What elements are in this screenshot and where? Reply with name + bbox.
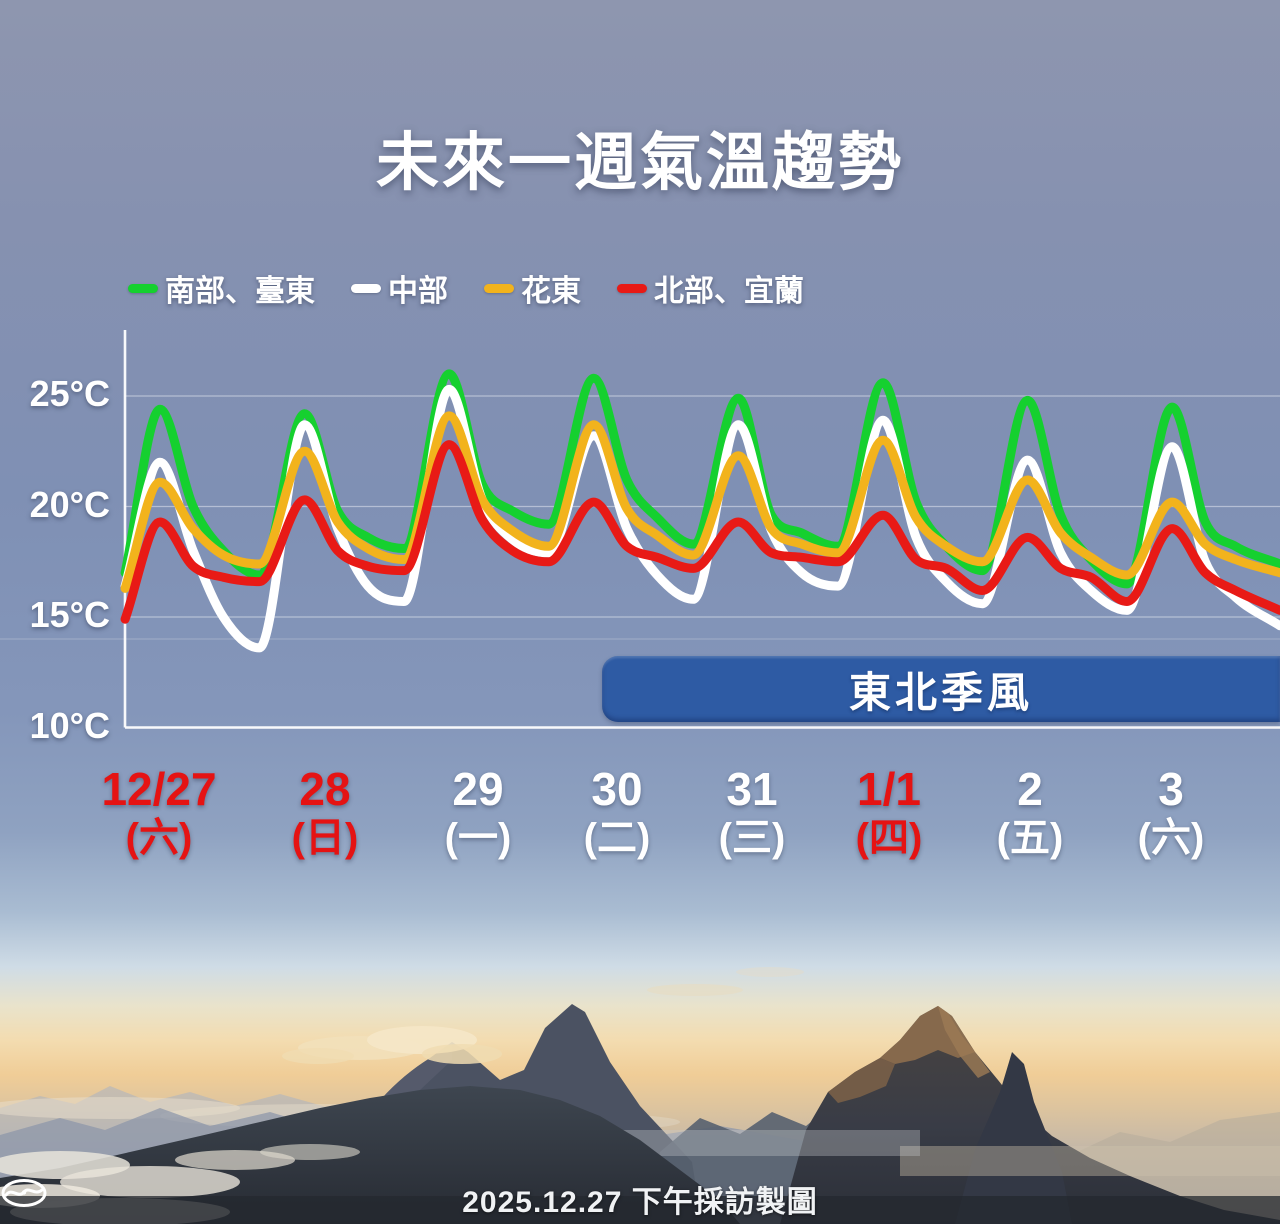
day-weekday-text: (三) — [718, 816, 786, 860]
day-weekday-text: (一) — [444, 816, 512, 860]
y-axis-tick-label: 25°C — [29, 373, 110, 414]
legend-item-label: 南部、臺東 — [165, 275, 315, 308]
monsoon-annotation-banner: 東北季風 — [602, 656, 1280, 722]
day-weekday-text: (二) — [583, 816, 651, 860]
y-axis-tick-label: 20°C — [29, 483, 110, 525]
day-date-text: 30 — [591, 763, 643, 815]
legend-item-label: 中部 — [388, 275, 448, 308]
legend-color-dash-icon — [351, 283, 381, 293]
day-weekday-text: (四) — [855, 816, 923, 860]
x-axis-day-label: 31 (三) — [662, 764, 842, 862]
footer-credit-text: 2025.12.27 下午採訪製圖 — [462, 1186, 818, 1219]
legend-item: 花東 — [484, 266, 581, 310]
legend-color-dash-icon — [128, 283, 158, 293]
day-date-text: 29 — [452, 763, 504, 815]
day-date-text: 28 — [299, 763, 351, 815]
y-axis-tick-label: 15°C — [29, 594, 110, 635]
legend-color-dash-icon — [484, 283, 514, 293]
legend-item: 中部 — [351, 266, 448, 310]
x-axis-day-label: 29 (一) — [388, 764, 568, 862]
day-weekday-text: (五) — [996, 816, 1064, 860]
x-axis-day-label: 12/27 (六) — [69, 764, 249, 862]
x-axis-day-label: 3 (六) — [1081, 764, 1261, 862]
day-date-text: 12/27 — [101, 763, 217, 815]
footer-credit-bar: 2025.12.27 下午採訪製圖 — [0, 1176, 1280, 1222]
x-axis-day-label: 30 (二) — [527, 764, 707, 862]
day-date-text: 31 — [726, 763, 778, 815]
day-weekday-text: (六) — [125, 816, 193, 860]
page-title: 未來一週氣溫趨勢 — [376, 128, 904, 198]
cwa-logo-icon — [1, 1179, 47, 1207]
day-weekday-text: (六) — [1137, 816, 1205, 860]
day-date-text: 3 — [1158, 763, 1184, 815]
legend-item-label: 北部、宜蘭 — [654, 275, 804, 308]
y-axis-tick-label: 10°C — [29, 704, 110, 746]
monsoon-banner-label: 東北季風 — [848, 668, 1033, 716]
day-weekday-text: (日) — [291, 816, 359, 860]
chart-legend: 南部、臺東 中部 花東 北部、宜蘭 — [128, 266, 804, 310]
legend-item-label: 花東 — [521, 275, 581, 308]
day-date-text: 1/1 — [857, 763, 921, 815]
x-axis-day-label: 28 (日) — [235, 764, 415, 862]
legend-item: 南部、臺東 — [128, 266, 315, 310]
legend-item: 北部、宜蘭 — [617, 266, 804, 310]
x-axis-day-label: 2 (五) — [940, 764, 1120, 862]
legend-color-dash-icon — [617, 283, 647, 293]
day-date-text: 2 — [1017, 763, 1043, 815]
x-axis-day-label: 1/1 (四) — [799, 764, 979, 862]
